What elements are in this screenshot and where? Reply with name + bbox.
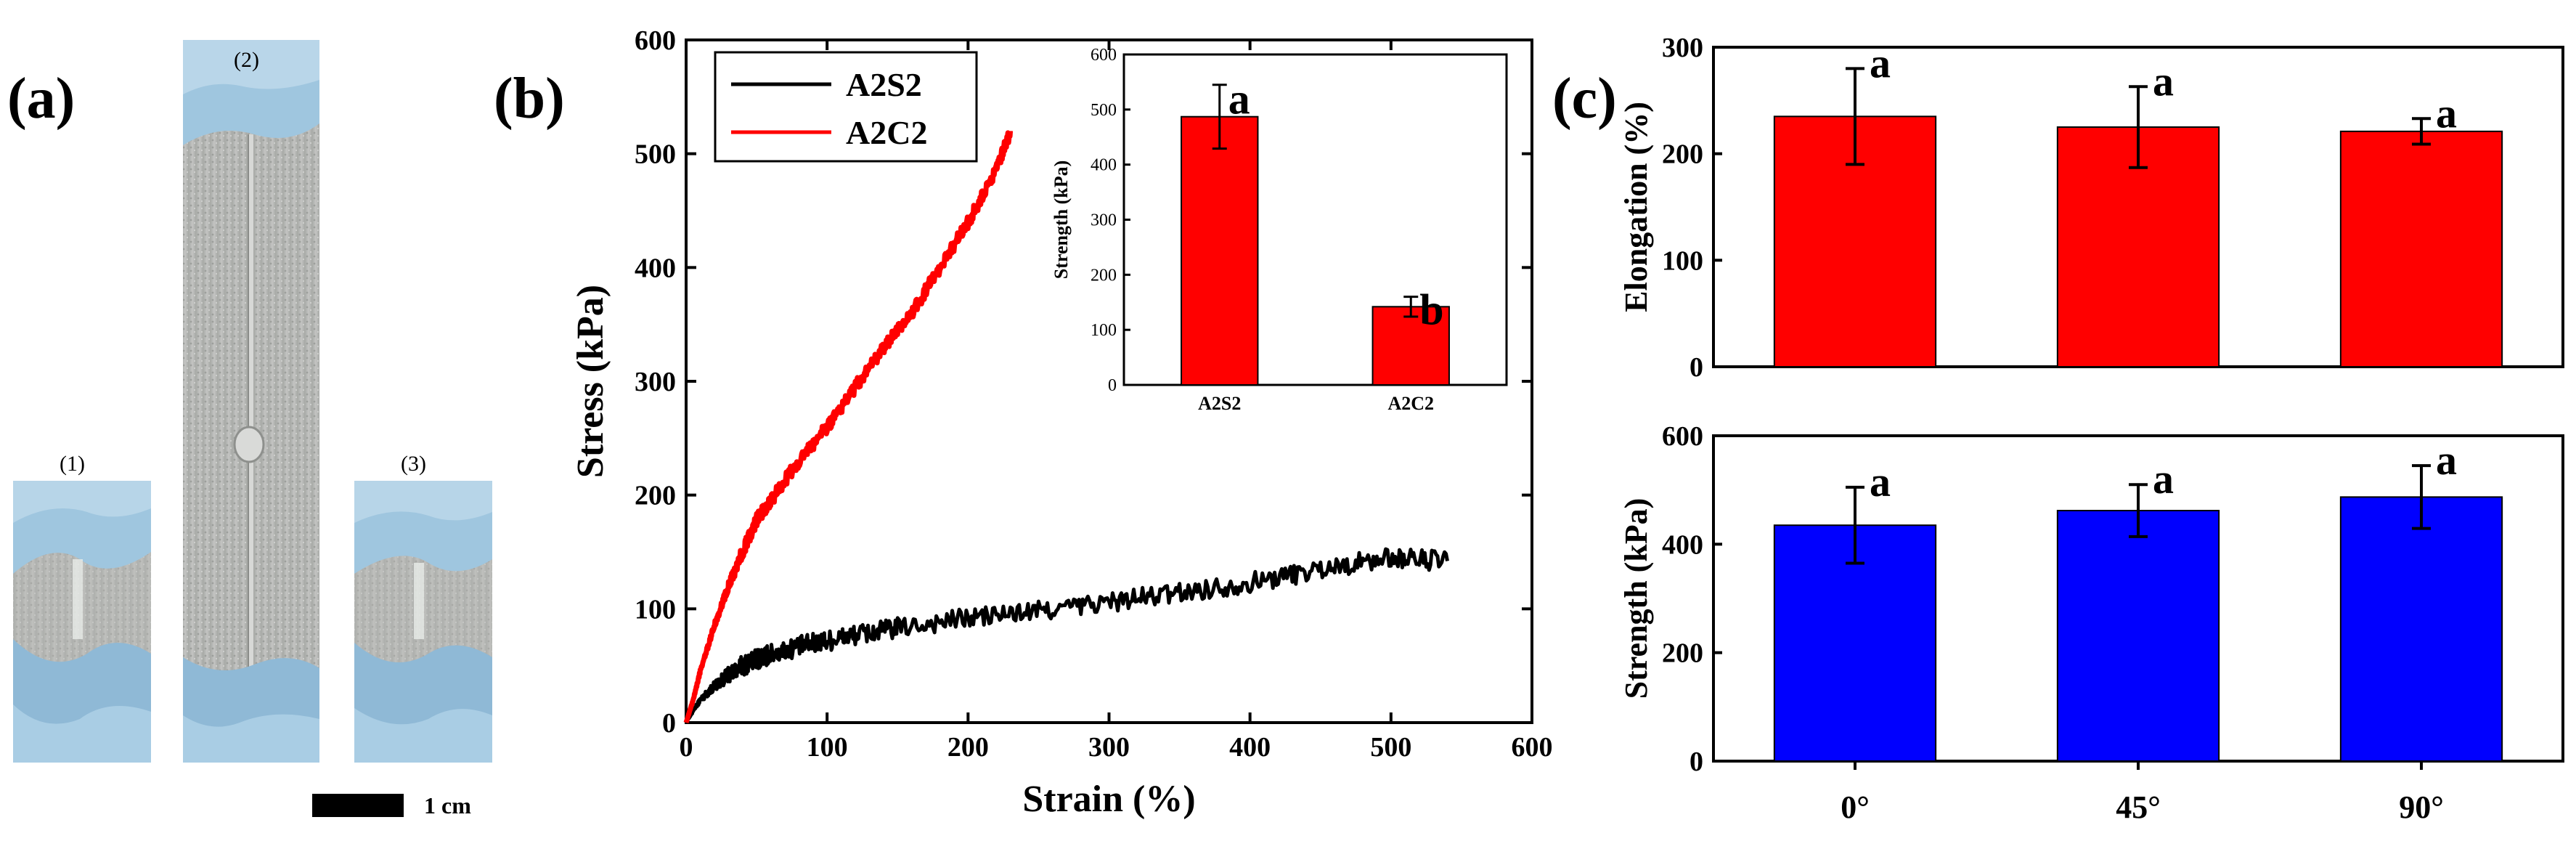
x-tick-label: 500	[1370, 732, 1411, 763]
y-tick-label: 0	[662, 708, 676, 739]
series-line-a2c2	[683, 130, 1014, 725]
elongation-chart: 0 100 200 300 Elongation (%) a a a	[1618, 33, 2564, 383]
inset-significance-label: a	[1228, 76, 1250, 123]
y-axis-label: Stress (kPa)	[570, 285, 611, 478]
legend-label-a2c2: A2C2	[846, 114, 927, 151]
strength-x-tick-label: 45°	[2116, 789, 2161, 825]
inset-y-tick-label: 0	[1108, 376, 1117, 395]
panel-label-a: (a)	[7, 67, 75, 131]
inset-y-axis-label: Strength (kPa)	[1051, 161, 1072, 279]
strength-y-tick-label: 400	[1662, 529, 1703, 560]
inset-x-tick-label: A2S2	[1198, 393, 1241, 414]
y-tick-label: 100	[635, 594, 676, 625]
legend-label-a2s2: A2S2	[846, 66, 922, 103]
strength-x-tick-label: 90°	[2399, 789, 2444, 825]
stress-strain-chart: 0 100 200 300 400 500 600 0 100 200 300 400 500 600 St…	[570, 25, 1553, 820]
strength-bar-1	[2056, 510, 2220, 762]
elongation-significance-label: a	[2153, 57, 2174, 105]
panel-label-c: (c)	[1552, 67, 1617, 131]
y-tick-label: 400	[635, 253, 676, 283]
photo-label-1: (1)	[60, 452, 85, 476]
x-tick-label: 400	[1229, 732, 1271, 763]
y-tick-label: 600	[635, 25, 676, 56]
strength-significance-label: a	[2153, 455, 2174, 503]
scale-bar	[312, 794, 404, 817]
elongation-bar-2	[2339, 130, 2503, 367]
x-tick-label: 100	[807, 732, 848, 763]
strength-y-tick-label: 200	[1662, 638, 1703, 669]
inset-y-tick-label: 500	[1091, 101, 1117, 120]
strength-y-tick-label: 600	[1662, 421, 1703, 452]
inset-y-tick-label: 600	[1091, 46, 1117, 65]
elongation-y-tick-label: 200	[1662, 139, 1703, 170]
strength-chart: 0 200 400 600 Strength (kPa) a 0° a 45° a 90°	[1618, 421, 2564, 825]
inset-y-tick-label: 100	[1091, 321, 1117, 340]
y-tick-label: 300	[635, 367, 676, 397]
y-tick-label: 200	[635, 481, 676, 511]
inset-bar-a2s2	[1181, 115, 1259, 386]
x-tick-label: 600	[1512, 732, 1553, 763]
photo-sample-1	[13, 481, 151, 763]
strength-significance-label: a	[2436, 436, 2457, 484]
elongation-y-tick-label: 0	[1690, 352, 1703, 383]
inset-significance-label: b	[1419, 286, 1443, 334]
scale-bar-label: 1 cm	[424, 792, 471, 818]
strength-bar-2	[2339, 496, 2503, 763]
x-tick-label: 300	[1088, 732, 1130, 763]
x-tick-label: 0	[680, 732, 693, 763]
inset-bar-a2c2	[1371, 306, 1450, 386]
x-axis-label: Strain (%)	[1022, 779, 1195, 820]
inset-y-tick-label: 400	[1091, 156, 1117, 175]
legend-box	[714, 51, 978, 163]
photo-label-2: (2)	[234, 48, 259, 72]
series-line-a2s2	[684, 547, 1449, 725]
inset-y-tick-label: 300	[1091, 211, 1117, 230]
inset-y-tick-label: 200	[1091, 266, 1117, 285]
elongation-y-tick-label: 100	[1662, 245, 1703, 276]
elongation-y-tick-label: 300	[1662, 33, 1703, 63]
panel-label-b: (b)	[494, 67, 565, 131]
elongation-y-axis-label: Elongation (%)	[1618, 102, 1654, 312]
strength-significance-label: a	[1870, 458, 1891, 505]
elongation-significance-label: a	[2436, 89, 2457, 137]
strength-x-tick-label: 0°	[1841, 789, 1870, 825]
photo-sample-2	[183, 40, 319, 763]
inset-strength-chart: 0 100 200 300 400 500 600 Strength (kPa) A2S2 a A2…	[1051, 46, 1508, 414]
inset-x-tick-label: A2C2	[1387, 393, 1434, 414]
elongation-significance-label: a	[1870, 39, 1891, 86]
photo-sample-3	[354, 481, 492, 763]
photo-label-3: (3)	[401, 452, 426, 476]
strength-y-tick-label: 0	[1690, 747, 1703, 777]
y-tick-label: 500	[635, 139, 676, 170]
strength-y-axis-label: Strength (kPa)	[1618, 498, 1654, 699]
x-tick-label: 200	[947, 732, 989, 763]
